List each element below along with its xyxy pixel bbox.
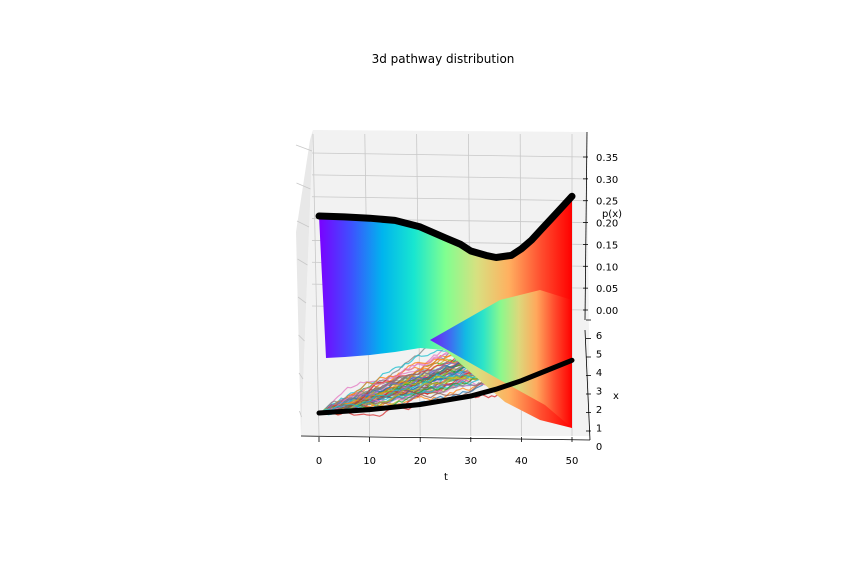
z-tick-label: 0.20 [596,219,618,230]
left-pane [296,130,313,436]
grid-line-x [298,372,304,380]
probability-surface [319,196,572,428]
x-tick-label: 3 [596,387,602,398]
t-tick-label: 40 [515,456,528,467]
t-tick-label: 0 [316,456,322,467]
z-ticks: 0.00 0.05 0.10 0.15 0.20 0.25 0.30 0.35 [583,153,618,317]
x-axis-label: x [613,391,619,402]
z-tick-label: 0.35 [596,153,618,164]
x-ticks: 0 1 2 3 4 5 6 [586,319,602,453]
z-tick-label: 0.30 [596,175,618,186]
z-tick-label: 0.10 [596,262,618,273]
t-tick-label: 10 [363,456,376,467]
surface-tail [430,290,572,428]
grid-line-z [311,174,586,180]
x-tick-label: 4 [596,368,602,379]
t-ticks: 0 10 20 30 40 50 [316,437,579,467]
mean-path [316,357,575,416]
grid-line-x [297,258,308,266]
z-axis-line [584,131,588,321]
z-axis-label: p(x) [602,209,622,220]
grid-line-t [312,133,320,437]
grid-line-x [296,220,310,228]
x-tick-label: 1 [596,424,602,435]
t-tick-label: 50 [566,456,579,467]
t-tick-label: 30 [464,456,477,467]
grid-line-x [299,410,302,418]
x-tick-label: 2 [596,405,602,416]
chart-title: 3d pathway distribution [372,52,515,66]
z-tick-label: 0.15 [596,240,618,251]
grid-line-x [297,296,307,304]
t-tick-label: 20 [414,456,427,467]
grid-line-x [298,334,305,342]
peak-curve [315,192,576,261]
x-tick-label: 0 [596,442,602,453]
t-axis-label: t [444,472,448,483]
x-tick-label: 5 [596,350,602,361]
z-tick-label: 0.25 [596,197,618,208]
grid-line-x [296,182,311,190]
axis-lines [300,131,591,441]
grid-line-x [295,144,313,152]
grid-line-z [311,152,586,158]
z-tick-label: 0.00 [596,306,618,317]
x-tick-label: 6 [596,331,602,342]
z-tick-label: 0.05 [596,284,618,295]
x-axis-line [584,329,591,441]
t-axis-line [300,435,591,441]
grid-line-z [311,196,586,202]
